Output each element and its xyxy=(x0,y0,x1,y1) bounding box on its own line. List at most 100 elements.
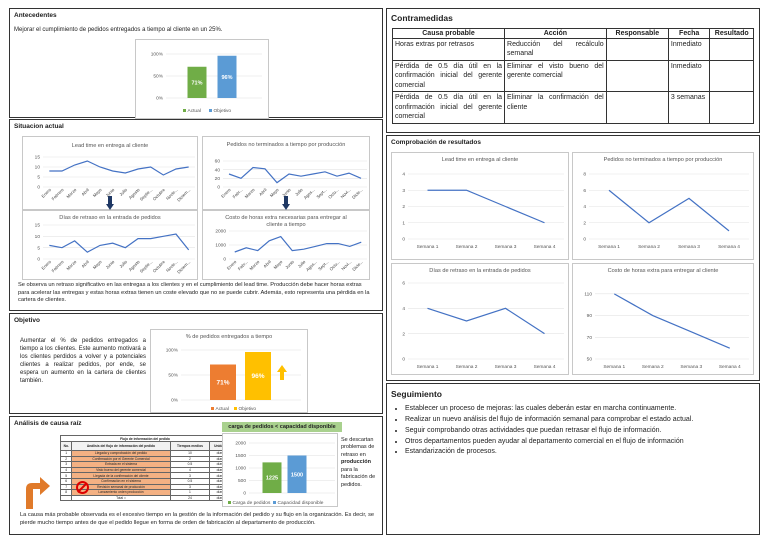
x-tick-label: Julio xyxy=(118,259,128,269)
contramedidas-cell xyxy=(709,59,754,93)
legend-swatch xyxy=(234,407,237,410)
legend-label: Carga de pedidos xyxy=(233,500,271,506)
y-tick-label: 15 xyxy=(35,155,41,161)
y-tick-label: 0 xyxy=(402,237,405,243)
y-tick-label: 2 xyxy=(402,204,405,210)
y-tick-label: 0 xyxy=(37,185,40,191)
y-tick-label: 5 xyxy=(37,175,40,181)
y-tick-label: 90 xyxy=(587,313,593,319)
flujo-cell: 3 xyxy=(169,483,211,491)
flujo-cell: 6 xyxy=(59,478,73,485)
legend-swatch xyxy=(209,109,212,112)
legend-label: Objetivo xyxy=(239,406,257,412)
seguimiento-item: Otros departamentos pueden ayudar al dep… xyxy=(405,437,693,448)
x-tick-label: Mayo xyxy=(269,187,280,198)
flujo-cell: Llegada y comprobación del pedido xyxy=(71,450,171,457)
y-tick-label: 4 xyxy=(402,172,405,178)
x-tick-label: Junio xyxy=(281,187,292,198)
contramedidas-header: Causa probable xyxy=(391,28,506,39)
chart-title: Costo de horas extra necesarias para ent… xyxy=(225,215,347,228)
objetivo-title: Objetivo xyxy=(14,317,41,324)
flujo-cell: 2 xyxy=(169,455,211,463)
x-tick-label: Septie... xyxy=(139,259,154,274)
x-tick-label: Marzo xyxy=(244,187,256,199)
x-tick-label: Abril xyxy=(80,187,90,197)
antecedentes-text: Mejorar el cumplimiento de pedidos entre… xyxy=(14,27,223,33)
x-tick-label: Semana 2 xyxy=(638,244,660,250)
flujo-header-cell: No. xyxy=(59,441,73,451)
objetivo-chart: % de pedidos entregados a tiempo 100% 50%… xyxy=(150,329,308,413)
series-line xyxy=(608,189,730,232)
seguimiento-item: Seguir comprobando otras actividades que… xyxy=(405,426,693,437)
legend-label: Actual xyxy=(188,108,201,114)
x-tick-label: Semana 4 xyxy=(534,364,556,370)
flujo-header-cell: Tiempos medios xyxy=(169,441,211,451)
x-tick-label: Mayo xyxy=(92,187,103,198)
flujo-cell xyxy=(59,494,73,502)
flujo-cell: 2 xyxy=(59,455,73,463)
situacion-text: Se observa un retraso significativo en l… xyxy=(18,282,370,304)
contramedidas-panel: Contramedidas Causa probable Acción Respon… xyxy=(386,8,760,133)
x-tick-label: Semana 3 xyxy=(680,364,702,370)
costo-chart: Costo de horas extra necesarias para ent… xyxy=(202,210,370,280)
flujo-cell: 0.5 xyxy=(169,478,211,485)
x-tick-label: Semana 1 xyxy=(417,244,439,250)
contramedidas-cell: 3 semanas xyxy=(667,91,711,124)
chart-title: Costo de horas extra para entregar al cl… xyxy=(607,268,719,274)
arrow-down-icon xyxy=(106,196,114,210)
data-label: 71% xyxy=(191,80,202,86)
flujo-cell: Confirmación por el Gerente Comercial xyxy=(71,455,171,463)
x-tick-label: Semana 1 xyxy=(603,364,625,370)
contramedidas-cell xyxy=(605,59,669,93)
x-tick-label: Sept... xyxy=(315,187,327,199)
x-tick-label: Enero xyxy=(226,259,238,271)
x-tick-label: Diciem... xyxy=(176,259,191,274)
y-tick-label: 100% xyxy=(166,348,179,354)
y-tick-label: 0 xyxy=(402,357,405,363)
y-tick-label: 15 xyxy=(35,223,41,229)
y-tick-label: 0 xyxy=(37,257,40,263)
legend-swatch xyxy=(228,501,231,504)
capacidad-label: carga de pedidos < capacidad disponible xyxy=(222,422,342,432)
y-tick-label: 60 xyxy=(215,159,221,165)
y-tick-label: 1500 xyxy=(235,453,246,459)
contramedidas-header: Fecha xyxy=(667,28,711,39)
antecedentes-panel: Antecedentes Mejorar el cumplimiento de … xyxy=(9,8,383,119)
objetivo-panel: Objetivo Aumentar el % de pedidos entreg… xyxy=(9,313,383,414)
result-costo-chart: Costo de horas extra para entregar al cl… xyxy=(572,263,754,375)
flujo-row: 8 Lanzamiento orden producción 1 días xyxy=(59,489,230,496)
y-tick-label: 2000 xyxy=(235,441,246,447)
x-tick-label: Diciem... xyxy=(176,187,191,202)
contramedidas-cell: Inmediato xyxy=(667,38,711,61)
x-tick-label: Semana 2 xyxy=(642,364,664,370)
x-tick-label: Septie... xyxy=(139,187,154,202)
x-tick-label: Semana 3 xyxy=(495,244,517,250)
flujo-cell: 0.5 xyxy=(169,461,211,468)
seguimiento-item: Estandarización de procesos. xyxy=(405,447,693,458)
flujo-cell: Visto bueno del gerente comercial xyxy=(71,466,171,474)
x-tick-label: Semana 1 xyxy=(417,364,439,370)
contramedidas-table: Causa probable Acción Responsable Fecha Resu… xyxy=(391,28,754,124)
flujo-row: 6 Confirmación en el sistema 0.5 días xyxy=(59,478,230,485)
bar xyxy=(187,66,207,98)
seguimiento-list: Establecer un proceso de mejoras: las cu… xyxy=(405,404,693,458)
x-tick-label: Julio xyxy=(118,187,128,197)
x-tick-label: Semana 3 xyxy=(678,244,700,250)
flujo-cell: 3 xyxy=(59,461,73,468)
situacion-panel: Situacion actual Lead time en entrega al… xyxy=(9,119,383,311)
retraso-chart: Días de retraso en la entrada de pedidos… xyxy=(22,210,198,280)
antecedentes-chart: 100% 50% 0% 71% 96% Actual Objetivo xyxy=(135,39,269,119)
contramedidas-cell: Pérdida de 0.5 día útil en la confirmaci… xyxy=(391,59,506,93)
series-line xyxy=(49,160,189,176)
analisis-bottom-text: La causa más probable observada es el ex… xyxy=(20,512,375,526)
y-tick-label: 4 xyxy=(583,204,586,210)
bar xyxy=(217,55,237,98)
series-line xyxy=(613,293,730,349)
contramedidas-cell xyxy=(709,91,754,124)
x-tick-label: Febr... xyxy=(237,259,249,271)
contramedidas-cell: Pérdida de 0.5 día útil en la confirmaci… xyxy=(391,91,506,124)
x-tick-label: Octu... xyxy=(328,259,340,271)
y-tick-label: 0% xyxy=(156,96,164,102)
series-line xyxy=(49,233,190,253)
flujo-cell: Llegada de la confirmación del cliente xyxy=(71,472,171,479)
